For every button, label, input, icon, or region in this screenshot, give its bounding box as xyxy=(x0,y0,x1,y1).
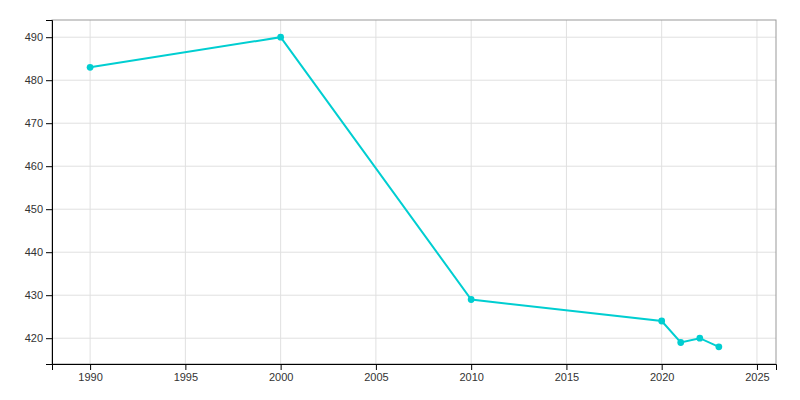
grid-line-x xyxy=(471,20,472,364)
tick-label: 460 xyxy=(25,160,43,172)
grid-line-y xyxy=(52,123,776,124)
tick-mark xyxy=(566,364,567,370)
tick-label: 420 xyxy=(25,332,43,344)
grid-line-y xyxy=(52,209,776,210)
point xyxy=(658,318,665,325)
marks xyxy=(87,34,723,350)
tick: 470 xyxy=(25,117,52,129)
grid-line-y xyxy=(52,295,776,296)
chart: 1990 1995 2000 2005 2010 2015 2020 2025 420 430 44… xyxy=(0,0,800,400)
tick: 2015 xyxy=(555,364,579,383)
tick: 2025 xyxy=(745,364,769,383)
tick-mark xyxy=(757,364,758,370)
axis-line xyxy=(46,21,53,365)
tick-label: 2025 xyxy=(745,371,769,383)
plot: 1990 1995 2000 2005 2010 2015 2020 2025 420 430 44… xyxy=(25,20,777,383)
tick: 1990 xyxy=(78,364,102,383)
tick: 420 xyxy=(25,332,52,344)
point xyxy=(468,296,475,303)
tick-mark xyxy=(90,364,91,370)
point xyxy=(677,339,684,346)
tick: 480 xyxy=(25,74,52,86)
grid-line-x xyxy=(90,20,91,364)
tick-mark xyxy=(376,364,377,370)
grid-line-x xyxy=(661,20,662,364)
tick-label: 2010 xyxy=(459,371,483,383)
tick: 2000 xyxy=(269,364,293,383)
point xyxy=(277,34,284,41)
point xyxy=(715,343,722,350)
tick: 440 xyxy=(25,246,52,258)
grid-line-x xyxy=(375,20,376,364)
tick-mark xyxy=(662,364,663,370)
grid-line-y xyxy=(52,252,776,253)
tick-mark xyxy=(46,166,52,167)
tick-label: 490 xyxy=(25,31,43,43)
grid-line-y xyxy=(52,338,776,339)
x-axis: 1990 1995 2000 2005 2010 2015 2020 2025 xyxy=(53,364,777,383)
tick-label: 470 xyxy=(25,117,43,129)
tick-label: 440 xyxy=(25,246,43,258)
tick-mark xyxy=(46,80,52,81)
tick-mark xyxy=(46,295,52,296)
grid-line-y xyxy=(52,80,776,81)
tick-label: 1995 xyxy=(174,371,198,383)
y-axis: 420 430 440 450 460 470 480 490 xyxy=(25,21,53,365)
grid-line-x xyxy=(280,20,281,364)
tick-label: 2000 xyxy=(269,371,293,383)
plot-frame xyxy=(52,20,776,364)
line xyxy=(90,37,719,347)
grid-line-y xyxy=(52,166,776,167)
point xyxy=(696,335,703,342)
tick: 430 xyxy=(25,289,52,301)
tick-label: 430 xyxy=(25,289,43,301)
tick: 460 xyxy=(25,160,52,172)
tick: 2010 xyxy=(459,364,483,383)
tick-mark xyxy=(185,364,186,370)
grid-line-y xyxy=(52,37,776,38)
tick: 1995 xyxy=(174,364,198,383)
tick-mark xyxy=(46,338,52,339)
tick-label: 480 xyxy=(25,74,43,86)
tick-label: 2005 xyxy=(364,371,388,383)
tick-mark xyxy=(46,37,52,38)
tick: 450 xyxy=(25,203,52,215)
tick-label: 450 xyxy=(25,203,43,215)
tick: 2005 xyxy=(364,364,388,383)
tick-mark xyxy=(471,364,472,370)
tick-mark xyxy=(46,123,52,124)
tick: 2020 xyxy=(650,364,674,383)
tick: 490 xyxy=(25,31,52,43)
point xyxy=(87,64,94,71)
tick-mark xyxy=(46,252,52,253)
grid-line-x xyxy=(756,20,757,364)
grid xyxy=(52,20,776,364)
tick-mark xyxy=(281,364,282,370)
grid-line-x xyxy=(566,20,567,364)
tick-mark xyxy=(46,209,52,210)
tick-label: 2020 xyxy=(650,371,674,383)
tick-label: 1990 xyxy=(78,371,102,383)
grid-line-x xyxy=(185,20,186,364)
axis-line xyxy=(53,365,777,371)
tick-label: 2015 xyxy=(555,371,579,383)
